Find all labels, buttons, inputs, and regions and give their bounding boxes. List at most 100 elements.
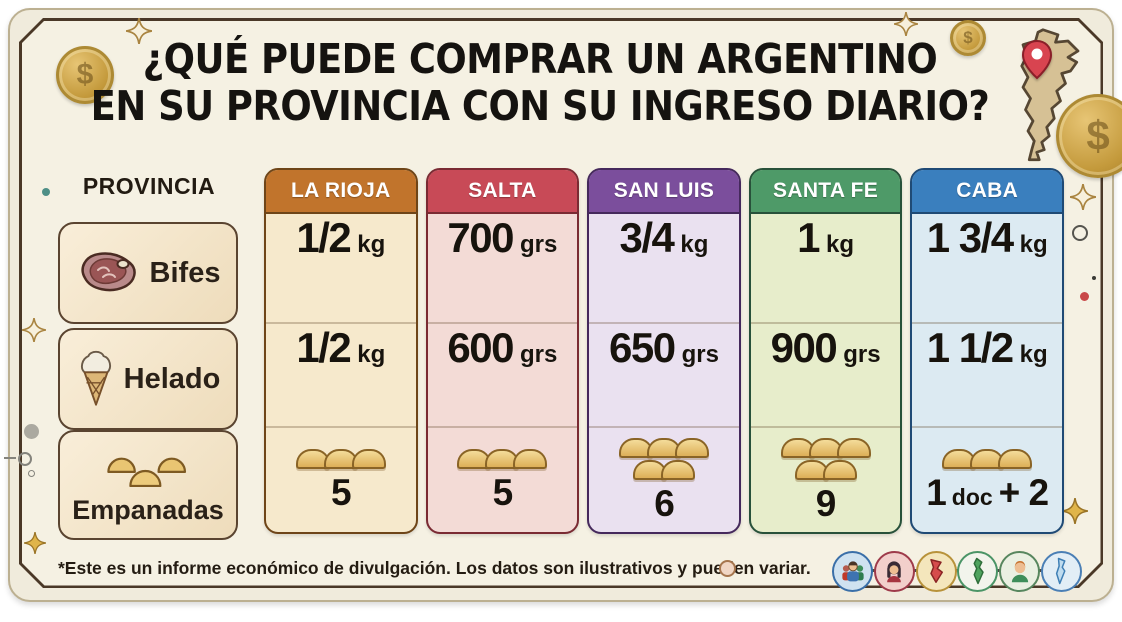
- amount-value: 1 1/2: [926, 324, 1014, 371]
- amount-value: 1 3/4: [926, 214, 1014, 261]
- sparkle-icon: [24, 532, 46, 554]
- empanada-icon-row: [772, 437, 880, 480]
- sparkle-icon: [126, 18, 152, 44]
- column-la-rioja: LA RIOJA 1/2 kg 1/2 kg 5: [264, 168, 418, 534]
- amount-unit: kg: [1019, 231, 1048, 258]
- disclaimer-text: *Este es un informe económico de divulga…: [58, 558, 811, 578]
- column-header-caba: CABA: [912, 170, 1062, 214]
- badge-row: [832, 550, 1082, 592]
- product-label: Empanadas: [72, 494, 224, 525]
- amount-value: 700: [447, 214, 514, 261]
- tan-dot: [719, 560, 736, 577]
- sparkle-icon: [894, 12, 918, 36]
- amount-unit: kg: [357, 231, 386, 258]
- cell-bifes-la-rioja: 1/2 kg: [266, 214, 416, 324]
- cell-helado-san-luis: 650 grs: [589, 324, 739, 428]
- cell-empanadas-la-rioja: 5: [266, 428, 416, 532]
- empanada-icon: [836, 437, 871, 458]
- empanadas-icon: [107, 457, 187, 487]
- product-cell-bifes: Bifes: [58, 222, 238, 324]
- gold-coin-icon: [56, 46, 114, 104]
- steak-icon: [80, 252, 136, 292]
- empanada-icon-row: [457, 448, 548, 469]
- sparkle-icon: [1070, 184, 1096, 210]
- empanada-icon: [674, 437, 709, 458]
- amount-unit: kg: [357, 341, 386, 368]
- count-value: 5: [492, 471, 514, 513]
- ice-cream-icon: [80, 350, 111, 406]
- small-circle-outline: [18, 452, 32, 466]
- amount-value: 600: [447, 324, 514, 371]
- cell-empanadas-salta: 5: [428, 428, 578, 532]
- count-value: 5: [331, 471, 352, 513]
- cell-bifes-santa-fe: 1 kg: [750, 214, 901, 324]
- people-group-icon: [832, 550, 873, 592]
- amount-unit: grs: [520, 231, 558, 258]
- amount-value: 650: [609, 324, 676, 371]
- red-province-map-icon: [915, 550, 957, 592]
- gold-coin-icon: [1056, 94, 1122, 178]
- cell-empanadas-caba: 1 doc + 2: [912, 428, 1062, 532]
- empanada-icon: [998, 448, 1033, 469]
- product-cell-helado: Helado: [58, 328, 238, 430]
- empanada-icon-row: [610, 437, 718, 480]
- cell-helado-la-rioja: 1/2 kg: [266, 324, 416, 428]
- empanada-icon-row: [942, 448, 1033, 469]
- amount-unit: kg: [826, 231, 855, 258]
- cell-empanadas-san-luis: 6: [589, 428, 739, 532]
- province-columns: LA RIOJA 1/2 kg 1/2 kg 5 SALTA 700 grs 600 g…: [264, 168, 1064, 534]
- amount-value: 1/2: [296, 324, 351, 371]
- gray-dot: [24, 424, 39, 439]
- count-value: 1: [926, 471, 947, 513]
- blue-country-map-icon: [1040, 550, 1082, 592]
- argentina-map-icon: [1006, 26, 1096, 166]
- circle-outline: [1072, 225, 1088, 241]
- empanada-icon: [822, 459, 857, 480]
- amount-unit: kg: [680, 231, 709, 258]
- cell-bifes-san-luis: 3/4 kg: [589, 214, 739, 324]
- column-header-salta: SALTA: [427, 170, 578, 214]
- cell-bifes-salta: 700 grs: [427, 214, 578, 324]
- column-header-la-rioja: LA RIOJA: [266, 170, 416, 214]
- amount-unit: grs: [843, 341, 881, 368]
- sparkle-icon: [1062, 498, 1088, 524]
- count-suffix: + 2: [998, 471, 1049, 513]
- small-line: [4, 457, 16, 459]
- column-header-san-luis: SAN LUIS: [589, 170, 739, 214]
- amount-value: 1: [797, 214, 820, 261]
- woman-icon: [873, 550, 915, 592]
- amount-unit: kg: [1019, 341, 1048, 368]
- column-santa-fe: SANTA FE 1 kg 900 grs 9: [748, 168, 903, 534]
- page-title: ¿QUÉ PUEDE COMPRAR UN ARGENTINO EN SU PR…: [90, 36, 990, 130]
- empanada-icon: [513, 448, 548, 469]
- empanada-icon: [351, 448, 386, 469]
- gold-coin-icon: [950, 20, 986, 56]
- column-caba: CABA 1 3/4 kg 1 1/2 kg 1 doc + 2: [910, 168, 1064, 534]
- empanada-icon-row: [295, 448, 386, 469]
- amount-unit: grs: [681, 341, 719, 368]
- empanada-icon: [660, 459, 695, 480]
- column-header-santa-fe: SANTA FE: [750, 170, 901, 214]
- row-header-provincia: PROVINCIA: [82, 173, 216, 199]
- man-icon: [999, 550, 1041, 592]
- cell-empanadas-santa-fe: 9: [751, 428, 901, 532]
- count-value: 9: [815, 482, 837, 524]
- green-province-map-icon: [957, 550, 999, 592]
- title-line-2: EN SU PROVINCIA CON SU INGRESO DIARIO?: [90, 82, 990, 130]
- tiny-dot: [1092, 276, 1096, 280]
- amount-value: 3/4: [619, 214, 675, 261]
- column-san-luis: SAN LUIS 3/4 kg 650 grs 6: [587, 168, 741, 534]
- red-dot: [1080, 292, 1089, 301]
- title-line-1: ¿QUÉ PUEDE COMPRAR UN ARGENTINO: [142, 35, 938, 83]
- amount-value: 1/2: [296, 214, 351, 261]
- product-label: Helado: [123, 362, 221, 395]
- column-salta: SALTA 700 grs 600 grs 5: [425, 168, 580, 534]
- product-label: Bifes: [149, 256, 221, 289]
- cell-helado-salta: 600 grs: [427, 324, 578, 428]
- badge-connector-line: [846, 569, 1068, 572]
- sparkle-icon: [22, 318, 46, 342]
- location-pin-icon: [1022, 40, 1052, 80]
- cell-bifes-caba: 1 3/4 kg: [912, 214, 1062, 324]
- amount-value: 900: [770, 324, 838, 371]
